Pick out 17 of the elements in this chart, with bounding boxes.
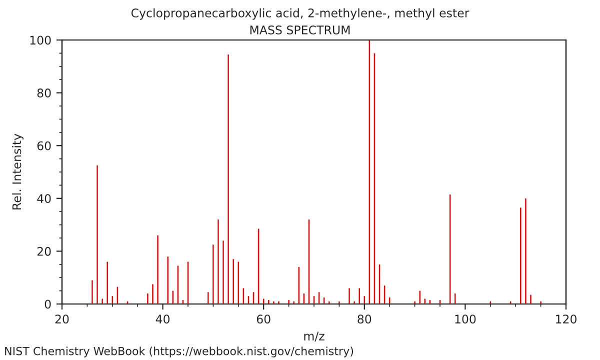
- chart-title: Cyclopropanecarboxylic acid, 2-methylene-, methyl ester: [131, 8, 470, 20]
- x-axis-title: m/z: [304, 332, 324, 342]
- x-tick-label: 60: [256, 314, 270, 324]
- x-tick-label: 20: [55, 314, 69, 324]
- y-tick-label: 80: [37, 88, 51, 98]
- chart-subtitle: MASS SPECTRUM: [250, 25, 350, 34]
- y-tick-label: 100: [30, 36, 51, 45]
- y-tick-label: 0: [44, 300, 51, 309]
- x-tick-label: 80: [358, 314, 372, 324]
- x-tick-label: 120: [556, 314, 576, 324]
- y-axis-title: Rel. Intensity: [12, 134, 24, 210]
- y-tick-label: 60: [37, 141, 51, 150]
- x-tick-label: 40: [156, 314, 170, 324]
- x-tick-label: 100: [455, 314, 476, 324]
- y-tick-label: 20: [37, 246, 51, 256]
- y-tick-label: 40: [37, 194, 51, 204]
- text: NIST Chemistry WebBook (https://webbook.nist.gov/chemistry): [5, 346, 354, 358]
